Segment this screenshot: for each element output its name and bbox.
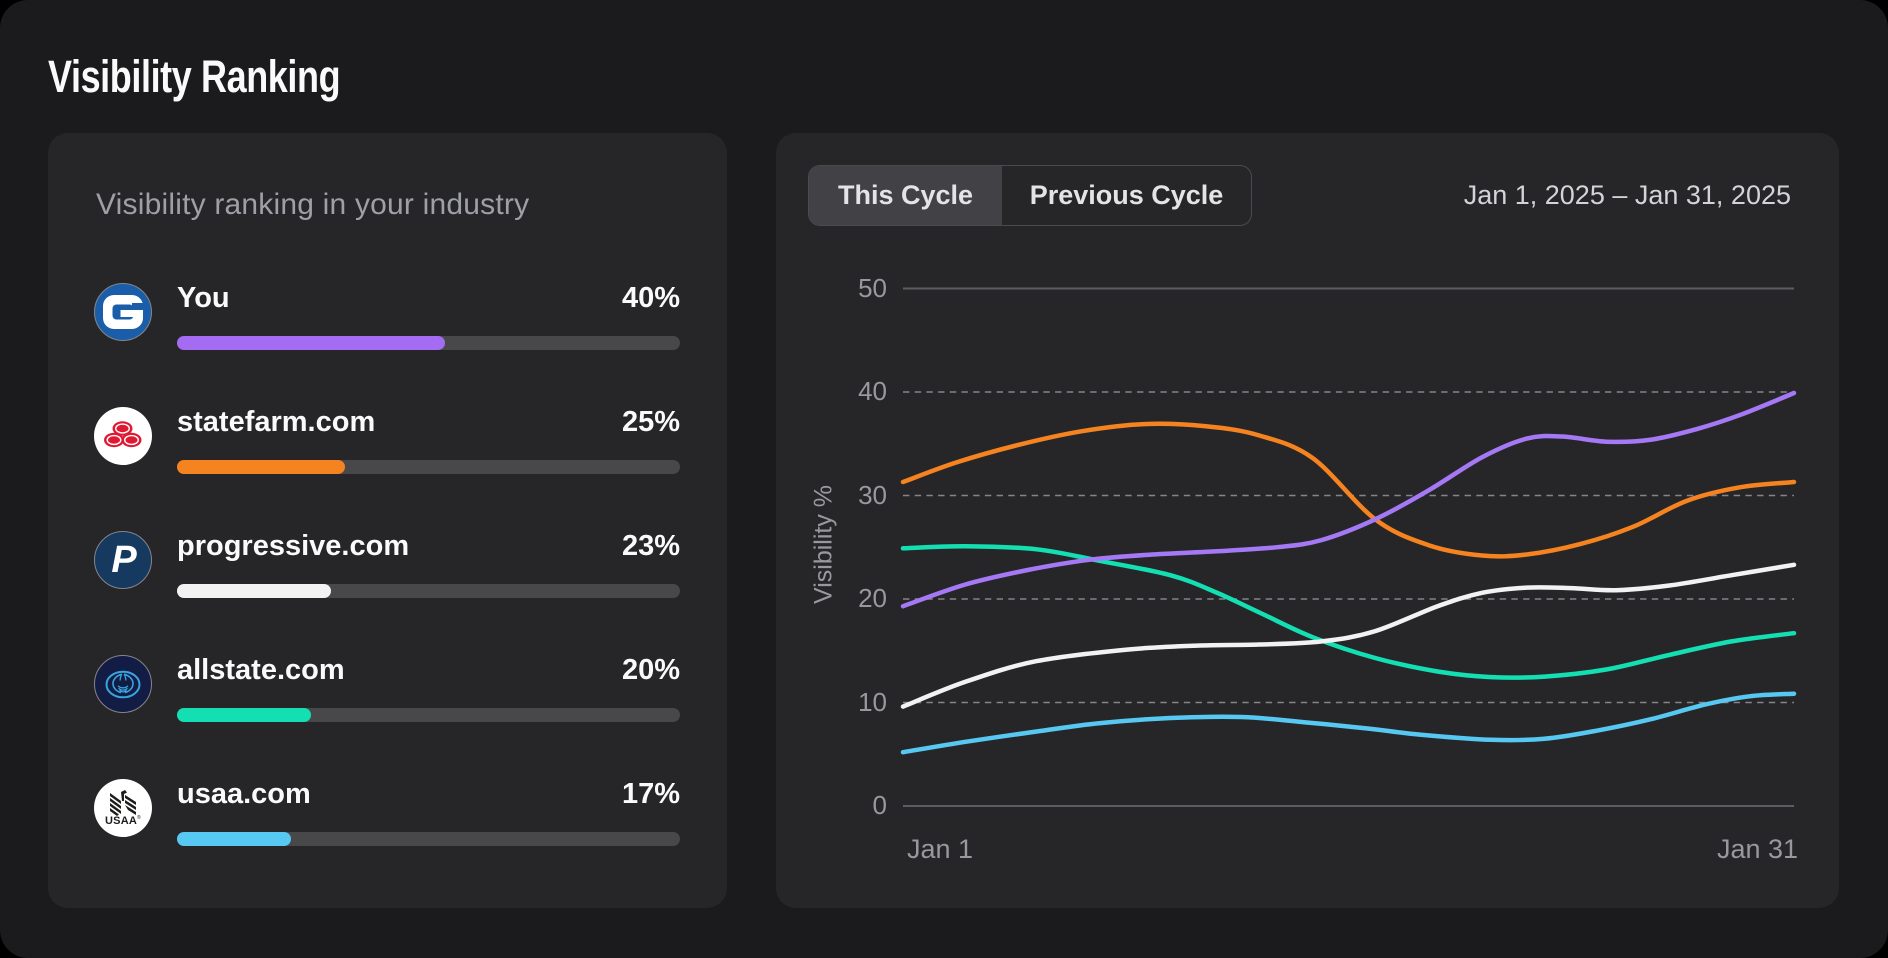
svg-text:P: P (111, 539, 137, 581)
svg-text:USAA: USAA (105, 815, 137, 827)
svg-text:®: ® (137, 814, 141, 821)
